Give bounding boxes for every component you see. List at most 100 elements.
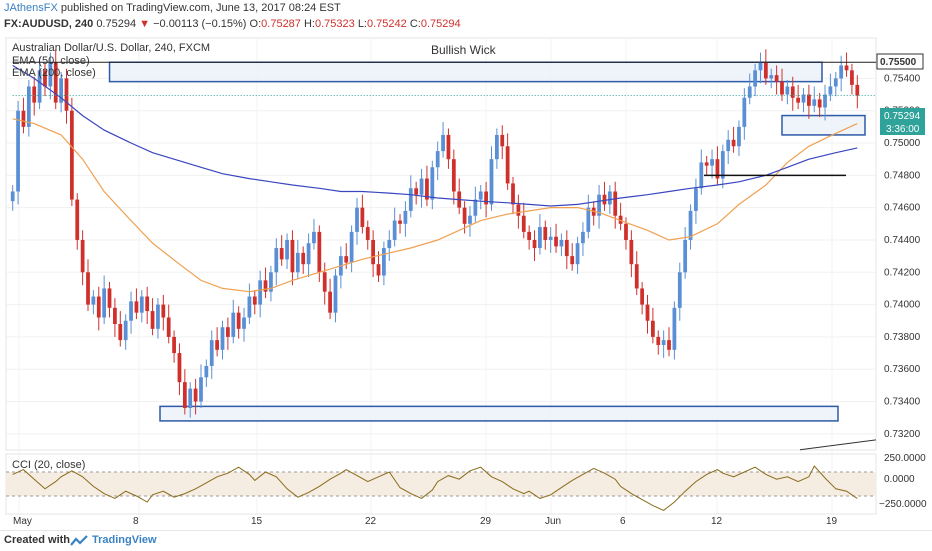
candle-body [581,231,585,244]
candle-body [489,159,494,205]
candle-body [683,239,688,273]
candle-body [333,275,338,313]
candle-body [564,239,569,257]
candle-body [532,239,537,249]
candle-body [575,243,580,265]
low-label: L: [357,18,367,30]
candle-body [403,210,408,224]
x-tick-label: 22 [365,516,377,527]
author-link[interactable]: JAthensFX [4,2,58,14]
candle-body [731,139,736,147]
candle-body [145,296,150,312]
candle-body [317,231,322,273]
candle-body [511,183,515,205]
candle-body [602,194,607,205]
x-tick-label: 6 [620,516,626,527]
candle-body [812,99,817,106]
candle-body [446,134,451,160]
candle-body [290,239,295,273]
support-resistance-zone [108,61,823,83]
candle-body [667,340,671,350]
candle-body [242,317,246,329]
candle-body [462,207,467,224]
candle-body [451,159,456,192]
x-tick-label: May [13,516,32,527]
candle-body [344,256,349,263]
candle-body [753,70,757,87]
publish-line: JAthensFX published on TradingView.com, … [4,2,341,14]
candle-body [828,86,833,95]
chart-area[interactable]: 0.754000.752000.750000.748000.746000.744… [0,36,932,530]
candle-body [199,377,203,402]
low-value: 0.75242 [367,18,407,30]
candle-body [500,134,505,147]
candle-body [817,99,822,108]
candle-body [225,327,230,337]
candle-body [376,264,381,276]
candle-body [188,388,193,408]
axes: 0.754000.752000.750000.748000.746000.744… [13,73,921,527]
candle-body [586,207,591,232]
candle-body [839,65,844,79]
candle-body [10,191,15,202]
candle-body [91,296,96,305]
candle-body [371,239,376,265]
candle-body [156,304,160,329]
legend-ema200: EMA (200, close) [12,67,96,79]
candle-body [694,188,698,211]
candle-body [43,70,47,87]
candle-body [758,62,763,71]
candle-body [645,304,650,321]
candle-body [441,134,445,152]
candlestick-chart[interactable]: 0.754000.752000.750000.748000.746000.744… [0,36,932,530]
candle-body [360,207,365,228]
candle-body [505,146,510,184]
candle-body [478,191,483,200]
candle-body [624,223,628,240]
candle-body [640,288,645,305]
candle-body [161,304,166,318]
candle-body [618,215,623,224]
candle-body [182,382,187,408]
candle-body [543,227,548,240]
candle-body [554,236,558,247]
candle-body [855,84,860,96]
candle-body [785,86,790,95]
candle-body [747,86,752,98]
cci-pane [5,453,877,515]
candle-body [850,70,854,85]
candle-body [312,231,316,244]
candle-body [527,231,532,240]
candle-body [107,288,112,308]
candle-body [306,243,311,265]
candle-body [414,188,419,195]
candle-body [166,317,171,337]
last-price-tag-box [880,108,925,122]
candle-body [629,239,634,265]
y-tick-label: 0.73600 [884,364,921,375]
candle-body [392,220,397,240]
candle-body [661,340,666,345]
ema50-line [12,118,858,293]
candle-body [64,78,69,111]
candle-body [634,264,639,289]
candle-body [774,75,779,82]
chart-header: JAthensFX published on TradingView.com, … [0,0,932,36]
candle-body [274,248,279,273]
candle-body [231,312,236,337]
candle-body [37,70,42,103]
candle-body [139,296,144,313]
countdown-tag-box [880,122,925,135]
candle-body [494,134,499,160]
candle-body [209,340,214,366]
y-tick-label: 0.73800 [884,332,921,343]
y-tick-label: 0.73200 [884,429,921,440]
candle-body [172,336,176,354]
candle-body [328,291,332,313]
candle-body [129,301,133,321]
candle-body [548,236,553,240]
tradingview-brand-link[interactable]: TradingView [92,534,157,546]
y-tick-label: 0.75000 [884,138,921,149]
candle-body [301,252,306,265]
x-tick-label: Jun [545,516,561,527]
